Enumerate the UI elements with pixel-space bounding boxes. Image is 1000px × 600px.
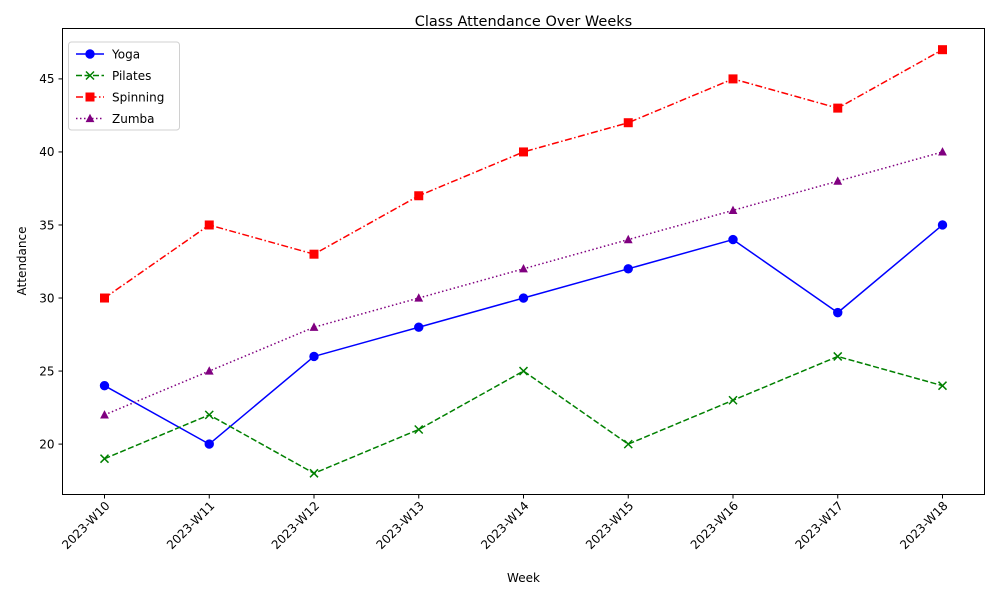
data-point-zumba [623, 234, 633, 244]
data-point-spinning [623, 118, 633, 128]
y-tick-label: 20 [39, 437, 54, 451]
data-point-yoga [937, 220, 948, 230]
data-point-spinning [309, 249, 319, 259]
data-point-yoga [833, 307, 843, 318]
data-point-zumba [938, 147, 947, 156]
series-spinning [100, 45, 947, 303]
data-point-pilates [937, 381, 948, 391]
data-point-zumba [309, 322, 319, 331]
data-point-pilates [623, 439, 633, 449]
y-tick-label: 35 [39, 218, 54, 232]
legend: Yoga Pilates Spinning Zumba [68, 41, 180, 131]
data-point-pilates [414, 424, 424, 435]
legend-marker-spinning [85, 92, 95, 102]
chart-title: Class Attendance Over Weeks [415, 14, 632, 30]
data-point-yoga [99, 380, 110, 391]
data-point-pilates [204, 410, 214, 420]
data-point-spinning [519, 147, 528, 157]
data-point-yoga [414, 322, 424, 332]
y-tick-label: 30 [39, 291, 54, 305]
data-point-yoga [204, 439, 214, 449]
plot-area [99, 45, 948, 478]
legend-item-pilates: Pilates [76, 69, 151, 83]
data-point-zumba [100, 410, 109, 419]
legend-label-pilates: Pilates [112, 69, 151, 83]
data-point-yoga [518, 293, 529, 303]
y-tick-label: 45 [39, 72, 54, 86]
data-point-zumba [414, 293, 424, 302]
data-point-yoga [309, 351, 319, 362]
data-point-zumba [833, 176, 843, 185]
data-point-spinning [414, 191, 424, 201]
data-point-spinning [728, 74, 738, 84]
data-point-pilates [309, 468, 319, 478]
data-point-yoga [728, 234, 738, 245]
data-point-zumba [519, 264, 528, 273]
series-yoga [99, 220, 948, 449]
data-point-zumba [204, 366, 214, 375]
data-point-spinning [204, 220, 214, 230]
legend-label-zumba: Zumba [112, 112, 155, 126]
y-tick-label: 25 [39, 364, 54, 378]
legend-marker-yoga [85, 49, 95, 59]
y-tick-label: 40 [39, 145, 54, 159]
legend-item-spinning: Spinning [76, 90, 164, 104]
data-point-spinning [833, 103, 843, 113]
y-axis-ticks: 20 25 30 35 40 45 [39, 72, 63, 451]
data-point-pilates [518, 366, 529, 376]
legend-item-zumba: Zumba [76, 112, 155, 126]
legend-box [68, 41, 180, 131]
legend-marker-pilates [85, 70, 95, 81]
plot-frame [62, 28, 985, 495]
data-point-pilates [99, 454, 110, 464]
legend-label-yoga: Yoga [111, 47, 140, 61]
series-pilates [99, 351, 948, 478]
legend-label-spinning: Spinning [112, 90, 164, 104]
data-point-zumba [728, 205, 738, 214]
data-point-pilates [728, 395, 738, 405]
data-point-pilates [833, 351, 843, 361]
series-zumba [100, 147, 947, 419]
legend-item-yoga: Yoga [76, 47, 140, 61]
legend-marker-zumba [85, 113, 95, 123]
y-axis-title: Attendance [15, 227, 29, 296]
data-point-spinning [100, 293, 109, 303]
data-point-yoga [623, 264, 633, 274]
data-point-spinning [938, 45, 947, 55]
x-axis-title: Week [507, 571, 540, 585]
series-line-pilates [104, 355, 943, 475]
